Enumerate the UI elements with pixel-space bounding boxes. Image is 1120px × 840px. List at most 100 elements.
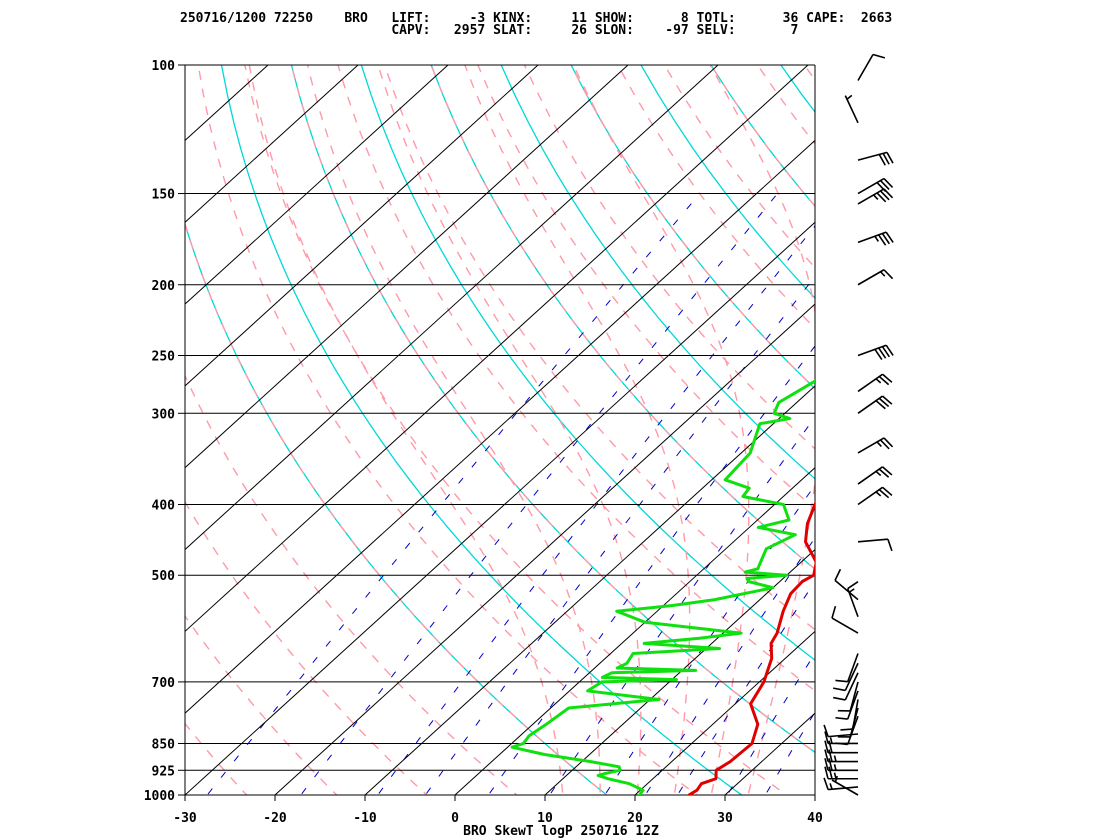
mixing-ratio-line	[300, 193, 778, 795]
barb-half	[875, 470, 882, 477]
barb-staff	[846, 715, 859, 745]
dry-adiabat	[244, 65, 788, 795]
isotherm	[454, 467, 815, 795]
isotherm	[185, 221, 815, 795]
barb-staff	[857, 269, 885, 286]
dry-adiabat	[290, 65, 815, 754]
moist-adiabat	[572, 65, 750, 795]
barb-staff	[846, 653, 859, 682]
barb-half	[829, 783, 833, 790]
barb-staff	[857, 344, 887, 357]
mixing-ratio-line	[206, 193, 701, 795]
dry-adiabat	[185, 500, 428, 795]
barb-half	[874, 235, 880, 242]
barb-full	[833, 696, 846, 701]
temperature-tick-label: 40	[807, 811, 823, 826]
pressure-tick-label: 700	[152, 676, 176, 691]
temperature-tick-label: 20	[627, 811, 643, 826]
barb-staff	[852, 699, 859, 730]
barb-full	[824, 731, 829, 744]
mixing-ratio-line	[549, 416, 815, 795]
moist-adiabat	[248, 65, 564, 795]
dry-adiabat	[872, 32, 1120, 811]
barb-staff	[844, 662, 859, 691]
barb-half	[846, 94, 853, 100]
dry-adiabat	[803, 65, 815, 81]
profiles	[510, 379, 815, 795]
barb-full	[878, 397, 890, 408]
isotherm	[185, 65, 719, 551]
barb-staff	[857, 486, 884, 506]
barb-half	[848, 588, 855, 594]
barb-staff	[857, 151, 888, 161]
barb-staff	[828, 733, 859, 738]
wind-barb	[833, 662, 859, 692]
dry-adiabat	[477, 65, 815, 510]
mixing-ratio-line	[644, 536, 815, 795]
wind-barb	[831, 605, 859, 634]
barb-full	[834, 568, 842, 581]
reference-curve	[500, 65, 815, 480]
barb-full	[823, 777, 829, 790]
barb-full	[885, 344, 894, 356]
barb-full	[828, 740, 833, 753]
wind-barb	[857, 151, 894, 166]
wind-barb	[837, 681, 859, 712]
barb-staff	[857, 177, 885, 195]
isotherm	[185, 65, 449, 305]
isotherm	[185, 65, 269, 142]
isotherm	[364, 385, 815, 795]
wind-barb	[835, 690, 859, 720]
barb-full	[847, 581, 859, 590]
wind-barb	[857, 269, 894, 286]
barb-full	[878, 488, 890, 499]
wind-barb	[857, 466, 893, 485]
reference-curve	[827, 32, 1120, 811]
header-line-2: CAPV: 2957 SLAT: 26 SLON: -97 SELV: 7	[180, 23, 798, 38]
wind-barb	[857, 437, 894, 454]
wind-barb	[824, 740, 858, 754]
barb-staff	[857, 466, 884, 485]
temperature-tick-label: 0	[451, 811, 459, 826]
wind-barb	[840, 699, 859, 731]
barb-half	[879, 271, 886, 277]
barb-half	[833, 764, 837, 771]
reference-curve	[570, 65, 815, 390]
barb-staff	[834, 579, 859, 601]
temperature-tick-label: -10	[353, 811, 377, 826]
reference-curve	[780, 65, 815, 114]
wind-barb	[823, 724, 859, 738]
isotherm	[185, 65, 629, 469]
barb-staff	[857, 437, 885, 454]
wind-barb	[844, 94, 859, 124]
barb-half	[873, 194, 879, 200]
barb-full	[824, 766, 829, 779]
wind-barb	[857, 395, 893, 414]
wind-barb	[824, 766, 858, 780]
barb-full	[835, 679, 848, 683]
barb-full	[882, 466, 893, 476]
barb-staff	[844, 95, 859, 124]
mixing-ratio-line	[764, 711, 815, 795]
wind-barb	[857, 177, 894, 195]
barb-full	[824, 758, 829, 771]
pressure-tick-label: 850	[152, 737, 176, 752]
reference-curve	[640, 65, 815, 300]
pressure-tick-label: 300	[152, 407, 176, 422]
barb-half	[829, 737, 833, 744]
barb-full	[883, 269, 894, 280]
barb-full	[878, 347, 887, 359]
barb-staff	[857, 538, 888, 543]
barb-full	[878, 375, 890, 386]
mixing-ratio-line	[676, 580, 815, 795]
barb-full	[886, 151, 894, 164]
dry-adiabat	[383, 65, 815, 631]
temperature-profile	[687, 500, 815, 795]
reference-curve	[290, 65, 815, 754]
barb-full	[828, 758, 833, 771]
barb-full	[882, 395, 893, 405]
isotherm	[185, 139, 815, 714]
wind-barb	[857, 538, 893, 552]
isotherm	[185, 65, 809, 633]
